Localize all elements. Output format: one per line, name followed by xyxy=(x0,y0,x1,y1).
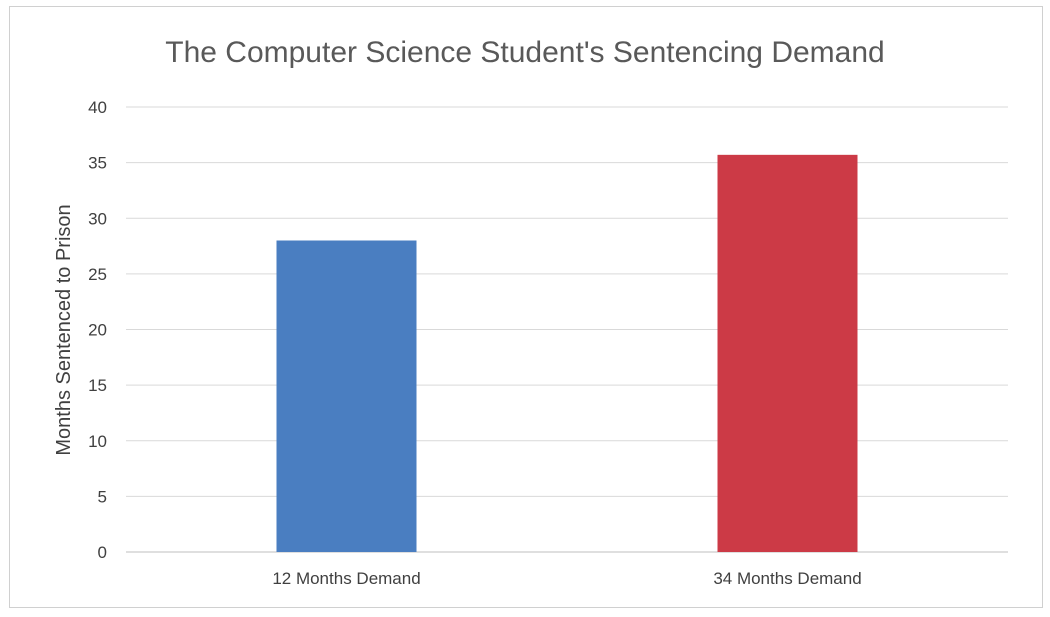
y-tick-label: 35 xyxy=(88,154,107,173)
x-tick-label: 12 Months Demand xyxy=(272,569,420,588)
y-tick-label: 15 xyxy=(88,376,107,395)
bars xyxy=(276,154,858,552)
bar-1 xyxy=(276,240,417,552)
y-tick-label: 20 xyxy=(88,321,107,340)
y-tick-label: 5 xyxy=(98,487,107,506)
chart-frame xyxy=(9,6,1043,608)
bar-2 xyxy=(717,154,858,552)
y-axis-title: Months Sentenced to Prison xyxy=(53,204,75,455)
x-axis-ticks: 12 Months Demand 34 Months Demand xyxy=(272,569,861,588)
y-tick-label: 30 xyxy=(88,209,107,228)
y-tick-label: 25 xyxy=(88,265,107,284)
y-axis-ticks: 0 5 10 15 20 25 30 35 40 xyxy=(88,98,107,562)
x-tick-label: 34 Months Demand xyxy=(713,569,861,588)
chart-title: The Computer Science Student's Sentencin… xyxy=(165,36,884,69)
y-tick-label: 40 xyxy=(88,98,107,117)
y-tick-label: 10 xyxy=(88,432,107,451)
gridlines xyxy=(126,106,1008,553)
y-tick-label: 0 xyxy=(98,543,107,562)
